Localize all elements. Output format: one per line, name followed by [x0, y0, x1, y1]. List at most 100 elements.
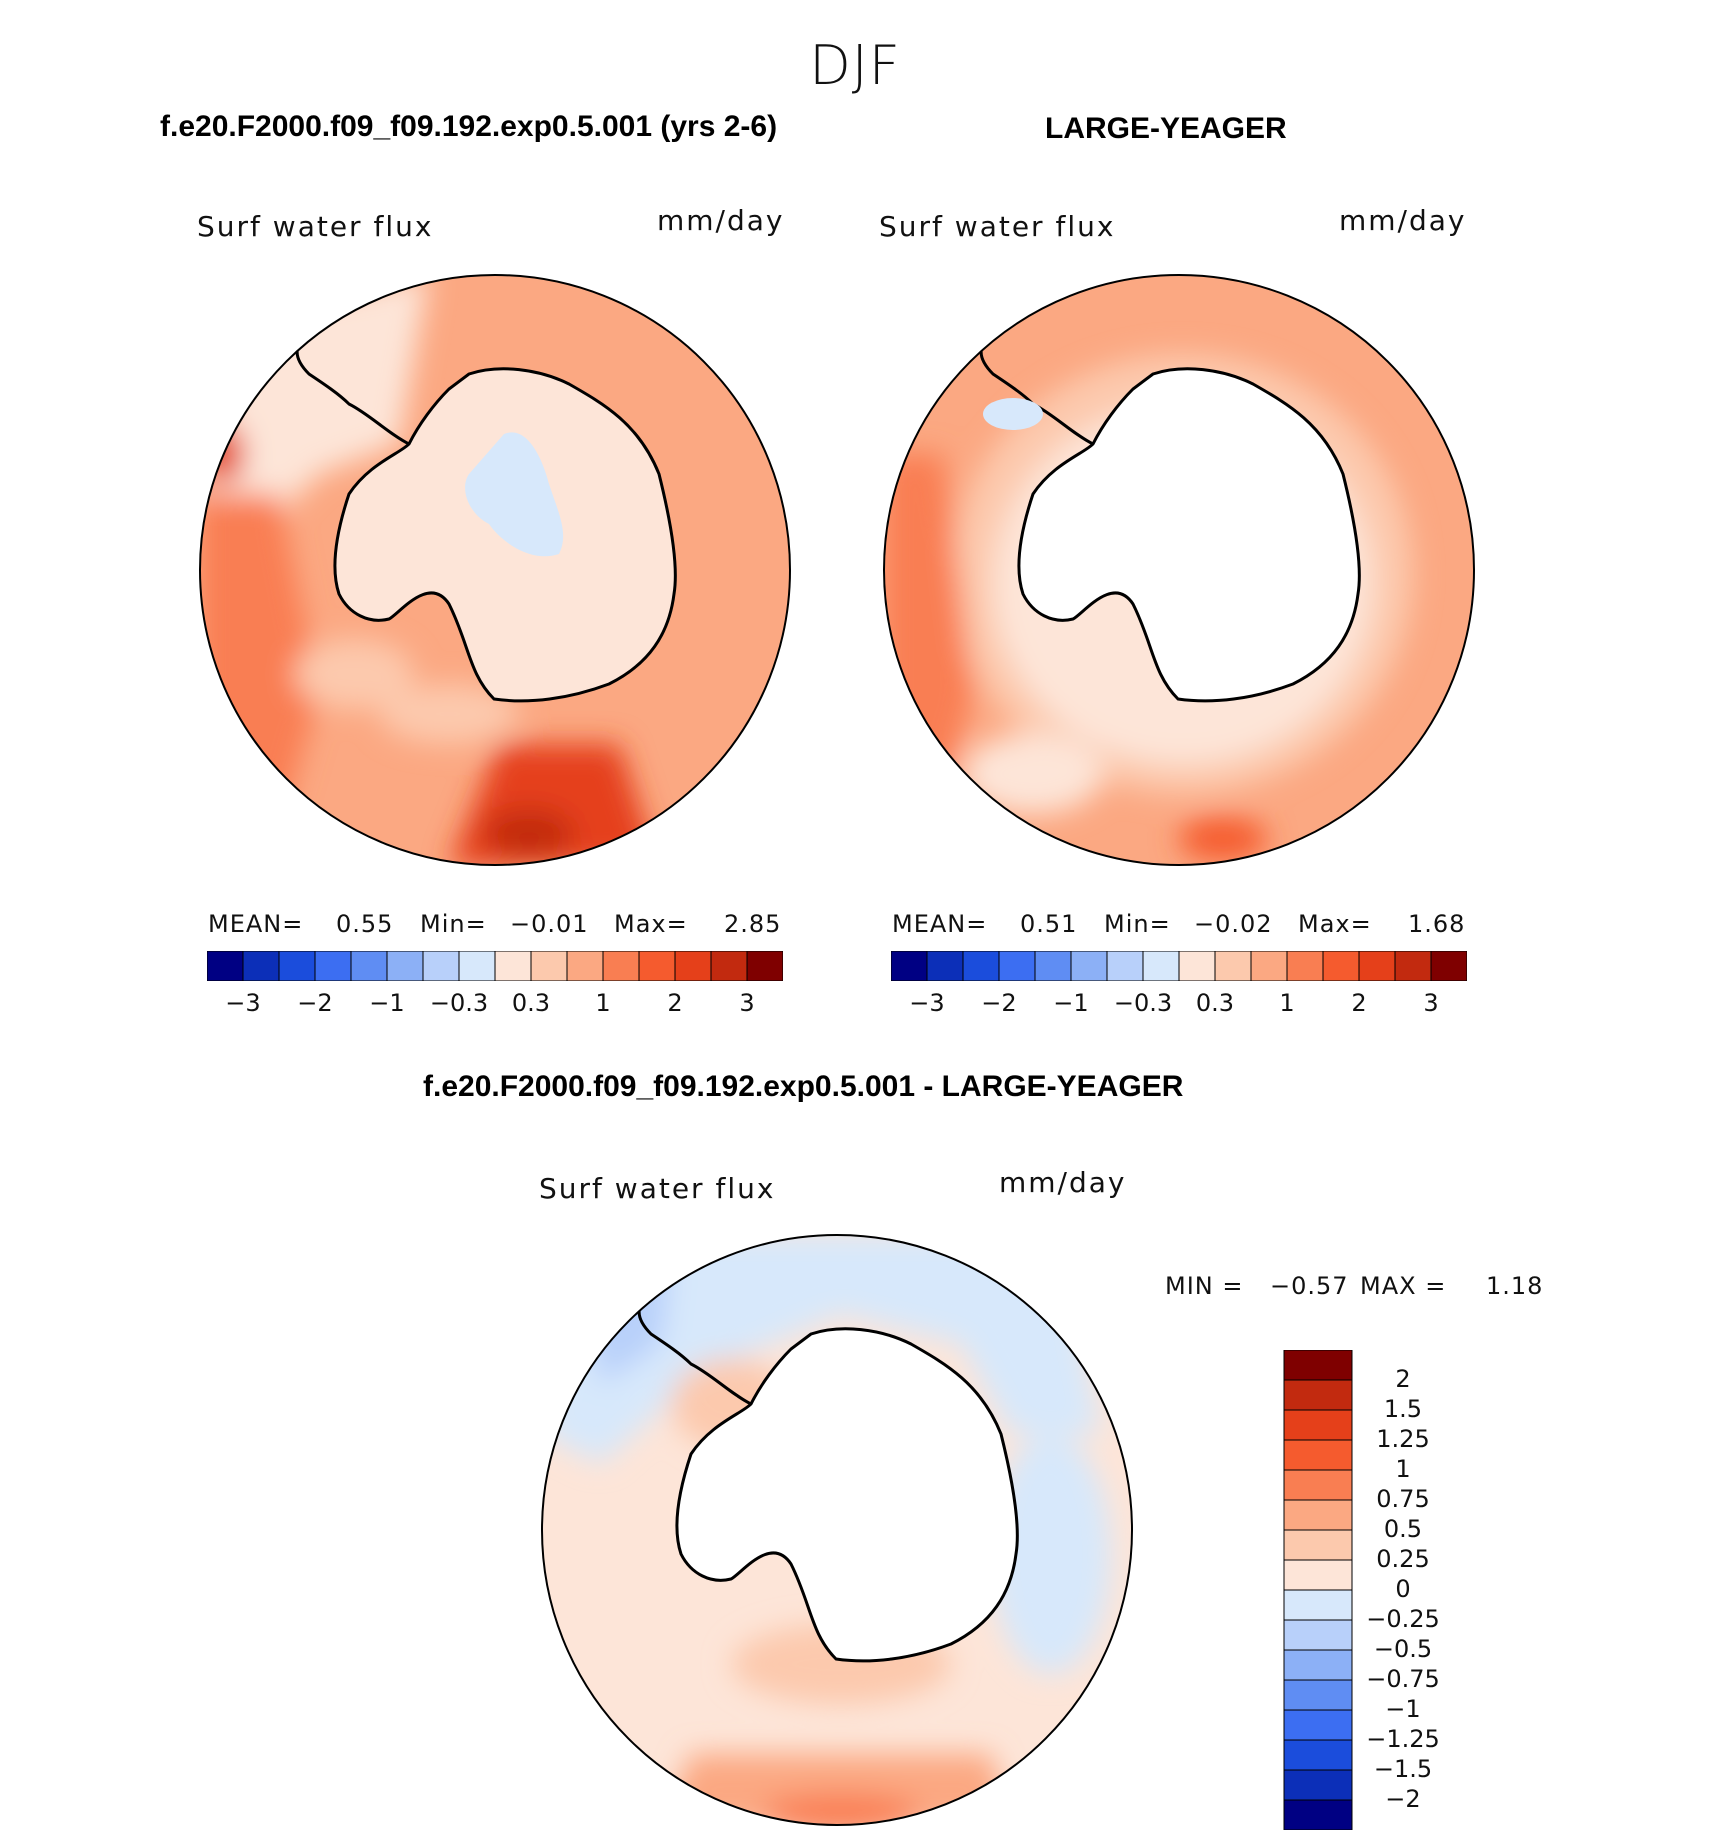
- panel1-continent-interior-low: [465, 432, 564, 557]
- colorbar-cell: [278, 951, 316, 981]
- colorbar-tick-label: −0.3: [429, 989, 489, 1017]
- colorbar-tick-label: −2: [1385, 1785, 1421, 1813]
- panel1-max-label: Max=: [614, 910, 688, 938]
- colorbar-cell: [314, 951, 352, 981]
- panel1-colorbar: [207, 951, 783, 981]
- colorbar-cell: [746, 951, 783, 981]
- colorbar-cell: [566, 951, 604, 981]
- panel2-colorbar: [891, 951, 1467, 981]
- colorbar-cell: [1430, 951, 1467, 981]
- colorbar-tick-label: 1.25: [1376, 1425, 1430, 1453]
- panel1-variable-label: Surf water flux: [197, 210, 434, 243]
- colorbar-tick-label: 2: [1351, 989, 1367, 1017]
- diff-variable-label: Surf water flux: [539, 1172, 776, 1205]
- diff-units-label: mm/day: [999, 1166, 1127, 1199]
- colorbar-tick-label: −1: [1053, 989, 1089, 1017]
- colorbar-tick-label: 2: [667, 989, 683, 1017]
- colorbar-tick-label: −1.25: [1366, 1725, 1440, 1753]
- diff-colorbar: [1283, 1350, 1353, 1830]
- colorbar-cell: [998, 951, 1036, 981]
- colorbar-tick-label: 0.25: [1376, 1545, 1430, 1573]
- colorbar-cell: [1283, 1589, 1353, 1621]
- colorbar-cell: [1142, 951, 1180, 981]
- colorbar-cell: [1283, 1469, 1353, 1501]
- colorbar-cell: [1034, 951, 1072, 981]
- colorbar-tick-label: −3: [909, 989, 945, 1017]
- colorbar-tick-label: 2: [1395, 1365, 1411, 1393]
- panel1-min-label: Min=: [420, 910, 487, 938]
- panel1-units-label: mm/day: [657, 204, 785, 237]
- colorbar-tick-label: −2: [981, 989, 1017, 1017]
- diff-polar-map: [541, 1234, 1133, 1826]
- colorbar-cell: [710, 951, 748, 981]
- panel2-max-value: 1.68: [1408, 910, 1466, 938]
- panel1-min-value: −0.01: [510, 910, 589, 938]
- panel2-continent: [1017, 367, 1361, 703]
- colorbar-cell: [1070, 951, 1108, 981]
- panel1-field-patch-a: [294, 639, 414, 709]
- colorbar-tick-label: 1: [1395, 1455, 1411, 1483]
- colorbar-cell: [1283, 1679, 1353, 1711]
- colorbar-tick-label: 1: [1279, 989, 1295, 1017]
- panel2-mean-label: MEAN=: [892, 910, 988, 938]
- panel2-case-title: LARGE-YEAGER: [1045, 112, 1287, 145]
- diff-min-label: MIN =: [1165, 1272, 1244, 1300]
- colorbar-cell: [207, 951, 244, 981]
- panel2-min-value: −0.02: [1194, 910, 1273, 938]
- diff-peninsula: [637, 1303, 752, 1406]
- colorbar-tick-label: 1: [595, 989, 611, 1017]
- colorbar-cell: [602, 951, 640, 981]
- panel2-field-max-cell: [1178, 817, 1268, 861]
- panel2-units-label: mm/day: [1339, 204, 1467, 237]
- colorbar-cell: [422, 951, 460, 981]
- colorbar-cell: [1178, 951, 1216, 981]
- colorbar-cell: [1283, 1529, 1353, 1561]
- panel2-min-label: Min=: [1104, 910, 1171, 938]
- colorbar-cell: [350, 951, 388, 981]
- colorbar-tick-label: −0.5: [1373, 1635, 1433, 1663]
- colorbar-cell: [1358, 951, 1396, 981]
- colorbar-tick-label: −0.25: [1366, 1605, 1440, 1633]
- colorbar-cell: [1283, 1350, 1353, 1381]
- colorbar-tick-label: 0.3: [1195, 989, 1235, 1017]
- colorbar-tick-label: −2: [297, 989, 333, 1017]
- colorbar-cell: [1106, 951, 1144, 981]
- colorbar-cell: [1322, 951, 1360, 981]
- colorbar-cell: [1283, 1499, 1353, 1531]
- figure-title: DJF: [809, 34, 901, 97]
- colorbar-tick-label: 1.5: [1383, 1395, 1423, 1423]
- colorbar-cell: [674, 951, 712, 981]
- colorbar-tick-label: −1: [369, 989, 405, 1017]
- panel1-mean-label: MEAN=: [208, 910, 304, 938]
- panel1-case-title: f.e20.F2000.f09_f09.192.exp0.5.001 (yrs …: [160, 110, 778, 143]
- panel2-polar-map: [883, 274, 1475, 866]
- colorbar-cell: [1283, 1379, 1353, 1411]
- diff-min-value: −0.57: [1270, 1272, 1349, 1300]
- panel2-mean-value: 0.51: [1020, 910, 1078, 938]
- colorbar-cell: [1283, 1709, 1353, 1741]
- colorbar-cell: [638, 951, 676, 981]
- panel2-field-patch: [963, 734, 1103, 814]
- colorbar-tick-label: −1.5: [1373, 1755, 1433, 1783]
- colorbar-cell: [1283, 1409, 1353, 1441]
- colorbar-tick-label: 0.75: [1376, 1485, 1430, 1513]
- diff-field-positive-rim: [661, 1754, 1011, 1825]
- colorbar-cell: [1250, 951, 1288, 981]
- colorbar-tick-label: 3: [1423, 989, 1439, 1017]
- colorbar-tick-label: 3: [739, 989, 755, 1017]
- colorbar-cell: [891, 951, 928, 981]
- colorbar-cell: [1394, 951, 1432, 981]
- panel2-map-border: [883, 274, 1475, 866]
- colorbar-cell: [1283, 1799, 1353, 1830]
- colorbar-cell: [962, 951, 1000, 981]
- panel1-mean-value: 0.55: [336, 910, 394, 938]
- diff-field-negative-east: [991, 1434, 1111, 1674]
- panel2-peninsula: [979, 343, 1094, 446]
- colorbar-cell: [242, 951, 280, 981]
- colorbar-cell: [1283, 1769, 1353, 1801]
- panel1-peninsula: [295, 343, 410, 446]
- colorbar-tick-label: 0.3: [511, 989, 551, 1017]
- colorbar-cell: [386, 951, 424, 981]
- panel1-map-border: [199, 274, 791, 866]
- colorbar-cell: [1214, 951, 1252, 981]
